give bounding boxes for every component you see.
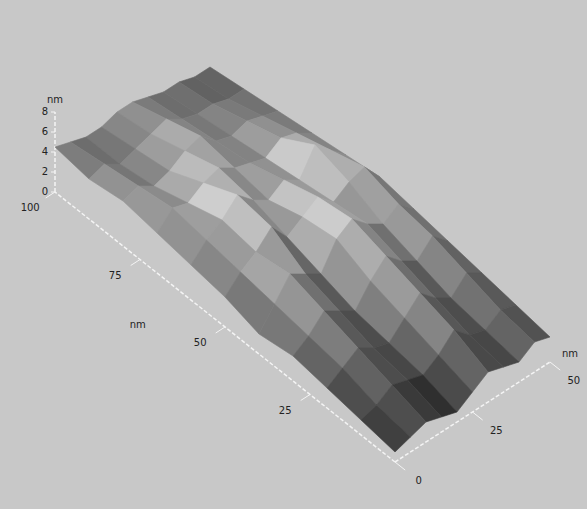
y-tick: [395, 462, 405, 470]
y-tick-label: 0: [416, 475, 422, 486]
z-tick: [51, 152, 55, 153]
y-tick: [550, 362, 560, 370]
z-tick-label: 2: [42, 166, 48, 177]
y-tick: [473, 412, 483, 420]
y-tick-label: 25: [490, 425, 503, 436]
z-tick: [51, 132, 55, 133]
x-axis-line: [55, 192, 395, 462]
z-tick: [51, 172, 55, 173]
x-axis-title: nm: [130, 319, 146, 330]
x-tick: [301, 395, 310, 401]
z-tick-label: 8: [42, 106, 48, 117]
axes: [46, 112, 561, 470]
surface-cell: [361, 405, 411, 452]
z-tick: [51, 192, 55, 193]
x-tick-label: 25: [279, 405, 292, 416]
y-axis-title: nm: [562, 348, 578, 359]
y-tick-label: 50: [567, 375, 580, 386]
x-tick-label: 100: [21, 202, 40, 213]
chart: 2550751000255002468nmnmnm: [0, 0, 587, 509]
z-tick-label: 4: [42, 146, 48, 157]
x-tick-label: 50: [194, 337, 207, 348]
x-tick-label: 75: [109, 270, 122, 281]
z-tick-label: 6: [42, 126, 48, 137]
z-tick: [51, 112, 55, 113]
z-tick-label: 0: [42, 186, 48, 197]
x-tick: [216, 327, 225, 333]
z-axis-title: nm: [47, 94, 63, 105]
surface: [55, 67, 550, 452]
x-tick: [131, 260, 140, 266]
labels: 2550751000255002468nmnmnm: [21, 94, 581, 486]
